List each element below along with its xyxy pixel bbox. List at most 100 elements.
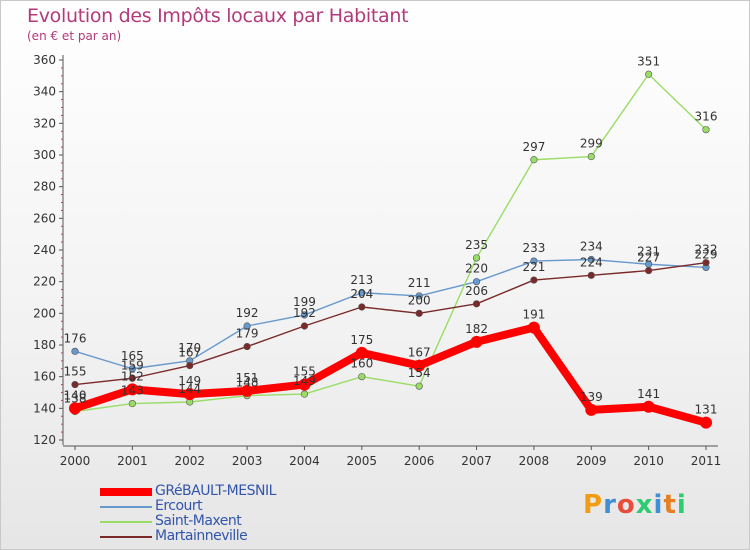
- data-point-saint-maxent: [358, 373, 366, 381]
- data-point-martainneville: [415, 309, 423, 317]
- data-label-gr-bault-mesnil: 149: [178, 374, 201, 388]
- data-label-gr-bault-mesnil: 151: [236, 371, 259, 385]
- data-label-martainneville: 167: [178, 346, 201, 360]
- data-point-martainneville: [530, 276, 538, 284]
- data-label-ercourt: 170: [178, 341, 201, 355]
- data-point-gr-bault-mesnil: [413, 359, 426, 372]
- y-tick-label: 240: [33, 243, 56, 257]
- y-tick-label: 360: [33, 53, 56, 67]
- data-label-ercourt: 176: [64, 331, 87, 345]
- legend-swatch: [100, 536, 152, 538]
- data-point-gr-bault-mesnil: [700, 416, 712, 429]
- data-label-martainneville: 221: [522, 260, 545, 274]
- data-label-gr-bault-mesnil: 152: [121, 369, 144, 383]
- data-point-gr-bault-mesnil: [298, 378, 311, 391]
- data-point-gr-bault-mesnil: [527, 321, 540, 334]
- data-label-gr-bault-mesnil: 175: [350, 333, 373, 347]
- data-label-saint-maxent: 299: [580, 137, 603, 151]
- legend-label: GRéBAULT-MESNIL: [155, 483, 276, 499]
- data-point-ercourt: [587, 255, 595, 264]
- legend-swatch: [100, 506, 152, 508]
- data-point-saint-maxent: [128, 399, 136, 408]
- series-line-martainneville: [74, 261, 707, 386]
- data-label-gr-bault-mesnil: 131: [695, 403, 718, 417]
- y-tick-label: 300: [33, 148, 56, 162]
- data-point-martainneville: [71, 380, 79, 389]
- data-point-martainneville: [186, 361, 194, 370]
- legend-label: Ercourt: [155, 498, 203, 514]
- data-point-ercourt: [358, 289, 366, 297]
- data-point-gr-bault-mesnil: [642, 400, 655, 413]
- x-tick-label: 2010: [633, 454, 664, 468]
- data-label-saint-maxent: 154: [408, 366, 431, 380]
- data-point-martainneville: [472, 300, 481, 308]
- data-point-saint-maxent: [530, 156, 538, 164]
- data-label-martainneville: 204: [350, 287, 373, 301]
- x-tick-label: 2009: [576, 454, 607, 468]
- data-point-ercourt: [243, 322, 251, 330]
- data-label-martainneville: 200: [408, 293, 431, 307]
- data-label-martainneville: 206: [465, 284, 488, 298]
- logo-letter: o: [616, 490, 636, 520]
- data-point-ercourt: [300, 311, 309, 319]
- data-label-saint-maxent: 235: [465, 238, 488, 252]
- y-tick-label: 140: [33, 401, 56, 415]
- data-label-gr-bault-mesnil: 155: [293, 365, 316, 379]
- data-label-ercourt: 234: [580, 240, 603, 254]
- logo-letter: x: [635, 490, 654, 520]
- series-line-ercourt: [74, 258, 707, 370]
- data-label-martainneville: 224: [580, 255, 603, 269]
- logo-letter: P: [583, 490, 604, 520]
- data-point-saint-maxent: [645, 70, 653, 78]
- data-point-gr-bault-mesnil: [241, 384, 254, 397]
- data-point-saint-maxent: [472, 254, 481, 262]
- chart-subtitle: (en € et par an): [27, 29, 122, 43]
- x-tick-label: 2003: [232, 454, 263, 468]
- x-tick-label: 2001: [117, 454, 148, 468]
- x-tick-label: 2011: [691, 454, 722, 468]
- legend-label: Saint-Maxent: [155, 513, 242, 529]
- data-point-gr-bault-mesnil: [183, 388, 196, 401]
- data-label-saint-maxent: 297: [522, 140, 545, 154]
- data-point-gr-bault-mesnil: [470, 335, 483, 348]
- data-label-gr-bault-mesnil: 182: [465, 322, 488, 336]
- logo-letter: r: [603, 490, 617, 520]
- data-point-saint-maxent: [587, 152, 595, 161]
- logo-letter: i: [676, 490, 687, 520]
- data-point-saint-maxent: [415, 382, 423, 390]
- x-tick-label: 2000: [60, 454, 91, 468]
- data-label-gr-bault-mesnil: 167: [408, 346, 431, 360]
- series-line-saint-maxent: [74, 73, 707, 413]
- y-tick-label: 320: [33, 116, 56, 130]
- data-label-martainneville: 192: [293, 306, 316, 320]
- data-label-saint-maxent: 148: [236, 376, 259, 390]
- data-label-martainneville: 159: [121, 358, 144, 372]
- data-point-ercourt: [530, 257, 538, 265]
- data-point-gr-bault-mesnil: [355, 346, 368, 359]
- data-label-ercourt: 233: [522, 241, 545, 255]
- x-tick-label: 2005: [347, 454, 378, 468]
- data-point-martainneville: [128, 374, 136, 382]
- x-tick-label: 2008: [519, 454, 550, 468]
- data-label-ercourt: 229: [695, 247, 718, 261]
- data-label-saint-maxent: 143: [121, 384, 144, 398]
- y-tick-label: 160: [33, 370, 56, 384]
- data-point-martainneville: [702, 259, 710, 267]
- x-tick-label: 2006: [404, 454, 435, 468]
- data-label-martainneville: 232: [695, 243, 718, 257]
- data-label-saint-maxent: 144: [178, 382, 201, 396]
- data-label-saint-maxent: 316: [695, 110, 718, 124]
- data-label-ercourt: 213: [350, 273, 373, 287]
- data-label-gr-bault-mesnil: 191: [522, 308, 545, 322]
- data-point-saint-maxent: [702, 126, 710, 134]
- data-label-ercourt: 231: [637, 244, 660, 258]
- data-label-saint-maxent: 149: [293, 374, 316, 388]
- data-label-saint-maxent: 138: [64, 392, 87, 406]
- data-point-ercourt: [415, 292, 423, 300]
- data-point-ercourt: [128, 365, 136, 373]
- data-point-ercourt: [472, 278, 481, 286]
- y-tick-label: 280: [33, 180, 56, 194]
- data-label-martainneville: 227: [637, 251, 660, 265]
